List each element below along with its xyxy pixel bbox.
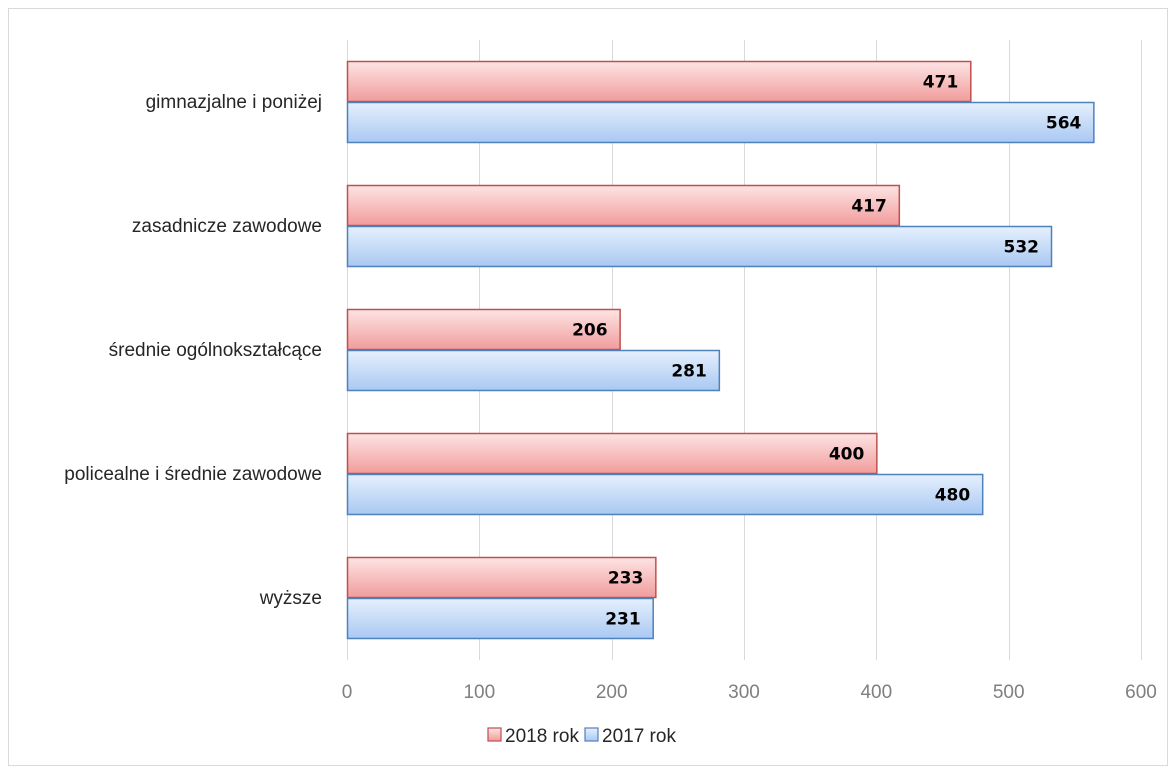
data-label-1-3: 480 [935, 486, 971, 506]
bar-2017-3 [346, 473, 984, 516]
x-tick-labels: 0 100 200 300 400 500 600 [342, 682, 1157, 703]
x-tick-500: 500 [993, 682, 1025, 703]
bar-2017-1 [346, 225, 1053, 268]
category-label-4: wyższe [259, 588, 322, 609]
data-label-0-4: 233 [608, 569, 644, 589]
legend-label-1: 2017 rok [602, 726, 676, 747]
bar-2017-2 [346, 349, 721, 392]
category-label-0: gimnazjalne i poniżej [146, 92, 322, 113]
x-tick-600: 600 [1125, 682, 1157, 703]
bars [346, 60, 1095, 640]
data-label-0-1: 417 [851, 197, 887, 217]
category-labels: gimnazjalne i poniżej zasadnicze zawodowe… [64, 92, 322, 609]
category-label-3: policealne i średnie zawodowe [64, 464, 322, 485]
legend: 2018 rok 2017 rok [487, 726, 676, 747]
data-label-1-0: 564 [1046, 114, 1082, 134]
bar-2017-0 [346, 101, 1095, 144]
gridlines [347, 40, 1142, 660]
data-label-0-0: 471 [923, 73, 959, 93]
x-tick-400: 400 [860, 682, 892, 703]
data-label-0-2: 206 [572, 321, 608, 341]
bar-2017-4 [346, 597, 654, 640]
legend-swatch-0 [487, 727, 502, 742]
data-label-1-2: 281 [671, 362, 707, 382]
x-tick-100: 100 [463, 682, 495, 703]
bar-2018-4 [346, 556, 657, 599]
bar-2018-0 [346, 60, 972, 103]
x-tick-200: 200 [596, 682, 628, 703]
x-tick-300: 300 [728, 682, 760, 703]
legend-label-0: 2018 rok [505, 726, 579, 747]
category-label-1: zasadnicze zawodowe [132, 216, 322, 237]
data-label-1-1: 532 [1004, 238, 1040, 258]
data-labels: 471 564 417 532 206 281 400 480 233 231 [572, 73, 1081, 630]
data-label-1-4: 231 [605, 610, 641, 630]
bar-2018-3 [346, 432, 878, 475]
category-label-2: średnie ogólnokształcące [109, 340, 322, 361]
x-tick-0: 0 [342, 682, 353, 703]
bar-2018-1 [346, 184, 901, 227]
data-label-0-3: 400 [829, 445, 865, 465]
legend-swatch-1 [584, 727, 599, 742]
bar-2018-2 [346, 308, 621, 351]
